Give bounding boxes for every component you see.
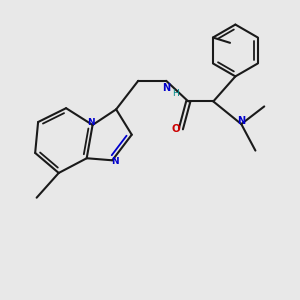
Text: H: H [172,89,178,98]
Text: N: N [87,118,95,127]
Text: N: N [111,157,118,166]
Text: N: N [238,116,246,126]
Text: N: N [162,83,171,93]
Text: O: O [171,124,180,134]
